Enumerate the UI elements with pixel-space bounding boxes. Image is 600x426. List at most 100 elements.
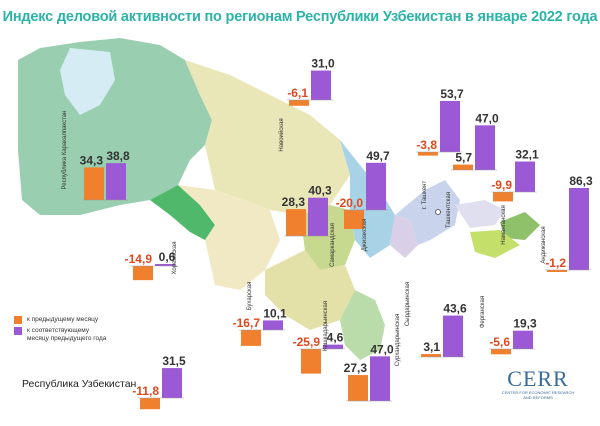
bar-prev-month [84, 167, 104, 200]
bar-prev-year [308, 197, 328, 236]
data-label-prev-month: 28,3 [282, 195, 306, 209]
logo-subtitle: CENTER FOR ECONOMIC RESEARCH AND REFORMS [501, 390, 575, 400]
legend-swatch-purple [14, 327, 22, 335]
data-label-prev-month: -25,9 [293, 335, 321, 349]
region-tashkent [395, 180, 460, 245]
data-label-prev-year: 49,7 [366, 149, 390, 163]
region-label: Ферганская [480, 296, 486, 328]
bar-prev-month [421, 354, 441, 357]
bar-prev-year [155, 264, 175, 266]
data-label-prev-year: 47,0 [475, 111, 499, 125]
region-label: Кашкадарьинская [323, 301, 329, 351]
data-label-prev-year: 40,3 [308, 184, 332, 198]
data-label-prev-year: 0,6 [159, 250, 176, 264]
legend-item-prev-year: к соответствующему месяцу предыдущего го… [14, 327, 112, 343]
data-label-prev-year: 32,1 [515, 148, 539, 162]
data-label-prev-month: -1,2 [545, 256, 566, 270]
bar-prev-month [453, 164, 473, 170]
region-syrdarya [390, 215, 418, 258]
region-label: Андижанская [541, 226, 547, 263]
data-label-prev-month: -11,8 [132, 384, 159, 398]
region-label: Бухарская [247, 282, 253, 311]
bar-prev-year [311, 70, 331, 100]
data-label-prev-year: 38,8 [106, 149, 130, 163]
bar-prev-year [366, 162, 386, 210]
region-fergana [470, 230, 520, 258]
bar-prev-month [241, 330, 261, 346]
bar-prev-month [301, 349, 321, 374]
aral-sea [60, 48, 115, 115]
bar-prev-year [106, 163, 126, 200]
region-label: Джизакская [362, 219, 368, 252]
bar-prev-year [569, 188, 589, 270]
bar-prev-month [491, 349, 511, 355]
region-label: Хорезмская [172, 241, 178, 274]
region-bukhara [178, 185, 280, 290]
data-label-prev-year: 86,3 [569, 174, 593, 188]
data-label-prev-month: -20,0 [336, 196, 364, 210]
country-label: Республика Узбекистан [22, 378, 137, 390]
bar-prev-month [348, 375, 368, 401]
bar-prev-year [515, 161, 535, 192]
data-label-prev-month: 3,1 [423, 340, 440, 354]
region-label: Сырдарьинская [405, 282, 411, 326]
bar-prev-year [440, 100, 460, 152]
data-label-prev-month: -6,1 [287, 86, 308, 100]
data-label-prev-year: 47,0 [370, 342, 394, 356]
region-navoi [185, 60, 350, 215]
legend-label-prev-month: к предыдущему месяцу [27, 316, 99, 323]
legend-item-prev-month: к предыдущему месяцу [14, 316, 112, 324]
region-label: Республика Каракалпакстан [62, 111, 68, 190]
data-label-prev-month: -14,9 [125, 252, 153, 266]
data-label-prev-month: -3,8 [416, 138, 437, 152]
region-namangan [455, 200, 505, 228]
bar-layer: 34,3 38,8 Республика Каракалпакстан -14,9 0,… [62, 57, 593, 410]
region-label: Наманганская [501, 205, 507, 245]
legend: к предыдущему месяцу к соответствующему … [14, 316, 112, 346]
legend-swatch-orange [14, 316, 22, 324]
bar-prev-month [547, 270, 567, 272]
bar-prev-month [140, 398, 160, 410]
bar-prev-month [493, 192, 513, 202]
chart-title: Индекс деловой активности по регионам Ре… [2, 9, 598, 25]
bar-prev-month [344, 210, 364, 229]
bar-prev-year [263, 320, 283, 330]
bar-prev-month [289, 100, 309, 106]
data-label-prev-year: 31,5 [162, 354, 186, 368]
data-label-prev-month: -9,9 [491, 178, 512, 192]
region-label: Самаркандская [330, 223, 336, 267]
data-label-prev-year: 53,7 [440, 87, 464, 101]
data-label-prev-month: -16,7 [233, 316, 261, 330]
region-khorezm [150, 185, 215, 240]
data-label-prev-year: 43,6 [443, 302, 467, 316]
tashkent-city-marker [435, 209, 441, 215]
region-kashkadarya [265, 250, 355, 330]
bar-prev-year [443, 315, 463, 357]
legend-label-prev-year: к соответствующему месяцу предыдущего го… [27, 327, 107, 342]
data-label-prev-year: 31,0 [311, 57, 335, 71]
logo-text: CERR [507, 366, 569, 391]
data-label-prev-month: 5,7 [455, 151, 472, 165]
bar-prev-month [133, 266, 153, 281]
bar-prev-month [286, 209, 306, 236]
data-label-prev-month: 27,3 [344, 361, 368, 375]
bar-prev-year [162, 368, 182, 398]
bar-prev-year [475, 125, 495, 170]
region-label: Навоийская [278, 118, 285, 151]
data-label-prev-month: 34,3 [80, 153, 104, 167]
data-label-prev-month: -5,6 [489, 335, 510, 349]
data-label-prev-year: 10,1 [263, 306, 287, 320]
region-andijan [500, 212, 540, 240]
bar-prev-year [323, 344, 343, 349]
cerr-logo: CERR CENTER FOR ECONOMIC RESEARCH AND RE… [498, 366, 578, 400]
bar-prev-year [370, 356, 390, 401]
region-label: г. Ташкент [422, 181, 428, 210]
region-label: Ташкентская [446, 192, 452, 228]
bar-prev-month [418, 152, 438, 156]
region-surkhandarya [340, 290, 385, 360]
data-label-prev-year: 4,6 [327, 331, 344, 345]
data-label-prev-year: 19,3 [513, 317, 537, 331]
region-label: Сурхандарьинская [395, 314, 401, 366]
bar-prev-year [513, 330, 533, 349]
